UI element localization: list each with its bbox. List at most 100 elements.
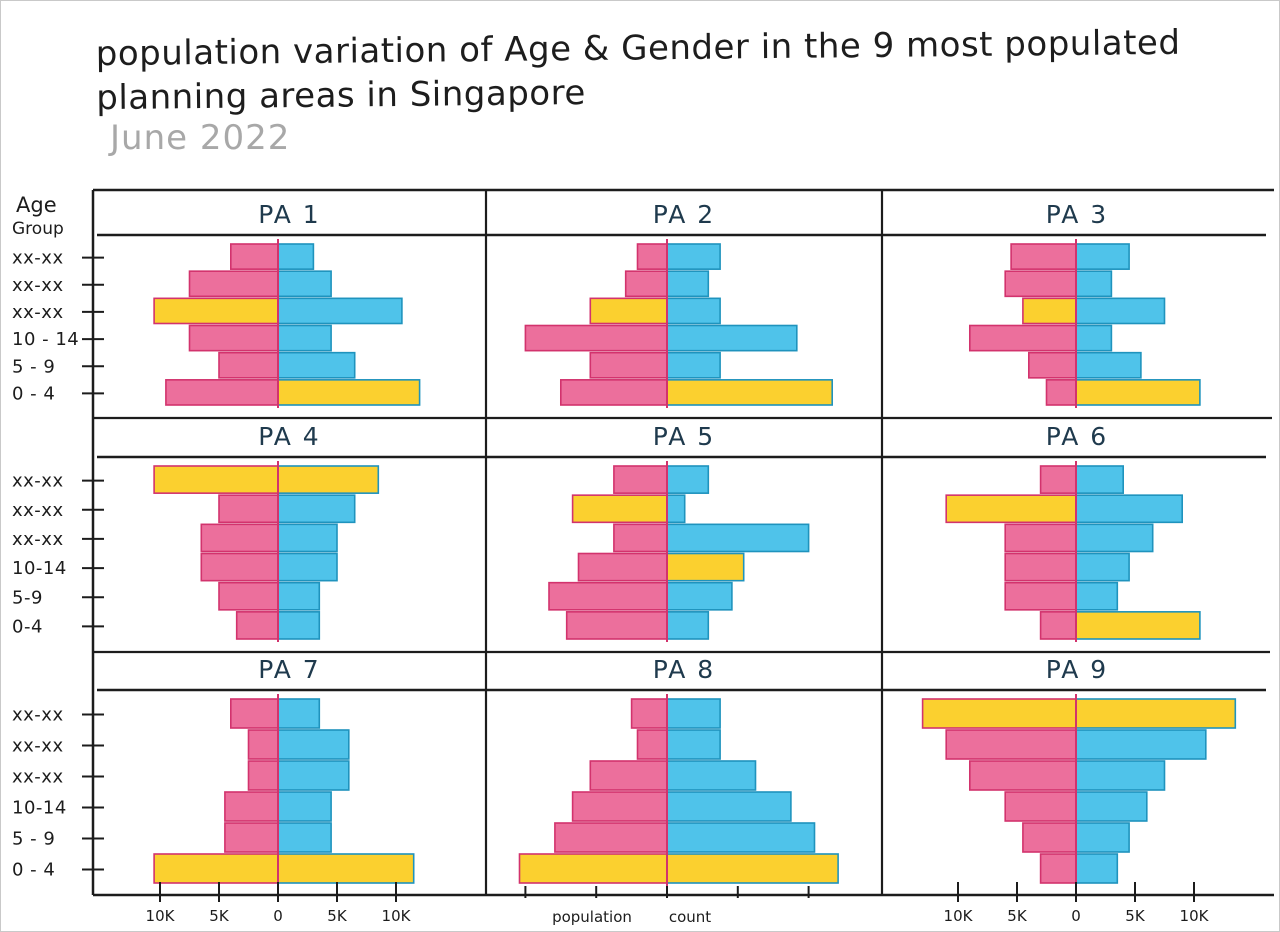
female-bar <box>1022 297 1077 325</box>
x-axis-title: population <box>552 908 632 926</box>
male-bar <box>666 270 710 298</box>
x-tick-label: 5K <box>327 907 348 925</box>
y-tick-label: xx-xx <box>12 736 64 757</box>
panel-title: PA 1 <box>258 200 320 229</box>
x-axis-title: count <box>669 908 711 926</box>
male-bar <box>277 760 350 791</box>
female-bar <box>945 729 1077 760</box>
female-bar <box>1039 465 1077 494</box>
female-bar <box>188 324 279 352</box>
y-tick-label: 0-4 <box>12 616 43 637</box>
panel-title: PA 9 <box>1046 655 1108 684</box>
x-tick-label: 0 <box>273 907 283 925</box>
female-bar <box>577 552 668 582</box>
female-bar <box>1004 552 1077 582</box>
female-bar <box>589 297 668 325</box>
female-bar <box>1039 853 1077 884</box>
x-tick-label: 10K <box>146 907 176 925</box>
y-tick-label: xx-xx <box>12 705 64 726</box>
x-tick-label: 0 <box>1071 907 1081 925</box>
male-bar <box>277 243 315 270</box>
female-bar <box>200 523 279 553</box>
male-bar <box>277 853 415 884</box>
female-bar <box>224 791 279 822</box>
male-bar <box>1075 379 1201 406</box>
female-bar <box>188 270 279 298</box>
female-bar <box>165 379 279 406</box>
male-bar <box>666 791 792 822</box>
y-tick-label: 5-9 <box>12 587 43 608</box>
male-bar <box>666 552 745 582</box>
female-bar <box>1045 379 1077 406</box>
y-tick-label: xx-xx <box>12 529 64 550</box>
x-tick-label: 10K <box>1180 907 1210 925</box>
x-tick-label: 5K <box>209 907 230 925</box>
female-bar <box>1039 611 1077 640</box>
female-bar <box>636 243 668 270</box>
male-bar <box>1075 791 1148 822</box>
male-bar <box>666 243 721 270</box>
male-bar <box>666 698 721 729</box>
y-tick-label: xx-xx <box>12 767 64 788</box>
female-bar <box>968 324 1077 352</box>
male-bar <box>277 494 356 524</box>
panel-title: PA 3 <box>1046 200 1108 229</box>
male-bar <box>1075 494 1183 524</box>
male-bar <box>277 581 321 611</box>
male-bar <box>1075 822 1130 853</box>
female-bar <box>945 494 1077 524</box>
female-bar <box>613 465 668 494</box>
y-tick-label: 0 - 4 <box>12 860 55 881</box>
male-bar <box>277 552 338 582</box>
y-tick-label: 10 - 14 <box>12 329 79 350</box>
y-tick-label: xx-xx <box>12 471 64 492</box>
female-bar <box>518 853 668 884</box>
female-bar <box>1022 822 1077 853</box>
male-bar <box>1075 729 1207 760</box>
female-bar <box>589 760 668 791</box>
y-tick-label: xx-xx <box>12 275 64 296</box>
female-bar <box>153 465 279 494</box>
female-bar <box>613 523 668 553</box>
x-tick-label: 10K <box>944 907 974 925</box>
male-bar <box>1075 581 1119 611</box>
y-tick-label: xx-xx <box>12 248 64 269</box>
male-bar <box>666 465 710 494</box>
y-tick-label: 10-14 <box>12 798 67 819</box>
male-bar <box>1075 351 1142 379</box>
male-bar <box>666 379 833 406</box>
y-tick-label: 10-14 <box>12 558 67 579</box>
male-bar <box>666 494 686 524</box>
male-bar <box>1075 324 1113 352</box>
male-bar <box>666 351 721 379</box>
male-bar <box>1075 243 1130 270</box>
female-bar <box>153 297 279 325</box>
male-bar <box>666 297 721 325</box>
panel-title: PA 6 <box>1046 422 1108 451</box>
male-bar <box>277 379 421 406</box>
female-bar <box>589 351 668 379</box>
female-bar <box>1004 523 1077 553</box>
female-bar <box>548 581 668 611</box>
male-bar <box>1075 270 1113 298</box>
male-bar <box>277 729 350 760</box>
male-bar <box>1075 523 1154 553</box>
female-bar <box>200 552 279 582</box>
male-bar <box>666 523 810 553</box>
male-bar <box>277 324 332 352</box>
x-tick-label: 5K <box>1125 907 1146 925</box>
female-bar <box>224 822 279 853</box>
male-bar <box>666 729 721 760</box>
male-bar <box>277 297 403 325</box>
y-axis-title: Group <box>12 219 64 239</box>
panel-title: PA 8 <box>653 655 715 684</box>
male-bar <box>1075 853 1119 884</box>
female-bar <box>235 611 279 640</box>
male-bar <box>277 822 332 853</box>
x-tick-label: 5K <box>1007 907 1028 925</box>
female-bar <box>230 243 279 270</box>
female-bar <box>247 729 279 760</box>
y-tick-label: 5 - 9 <box>12 829 55 850</box>
female-bar <box>921 698 1077 729</box>
male-bar <box>277 351 356 379</box>
